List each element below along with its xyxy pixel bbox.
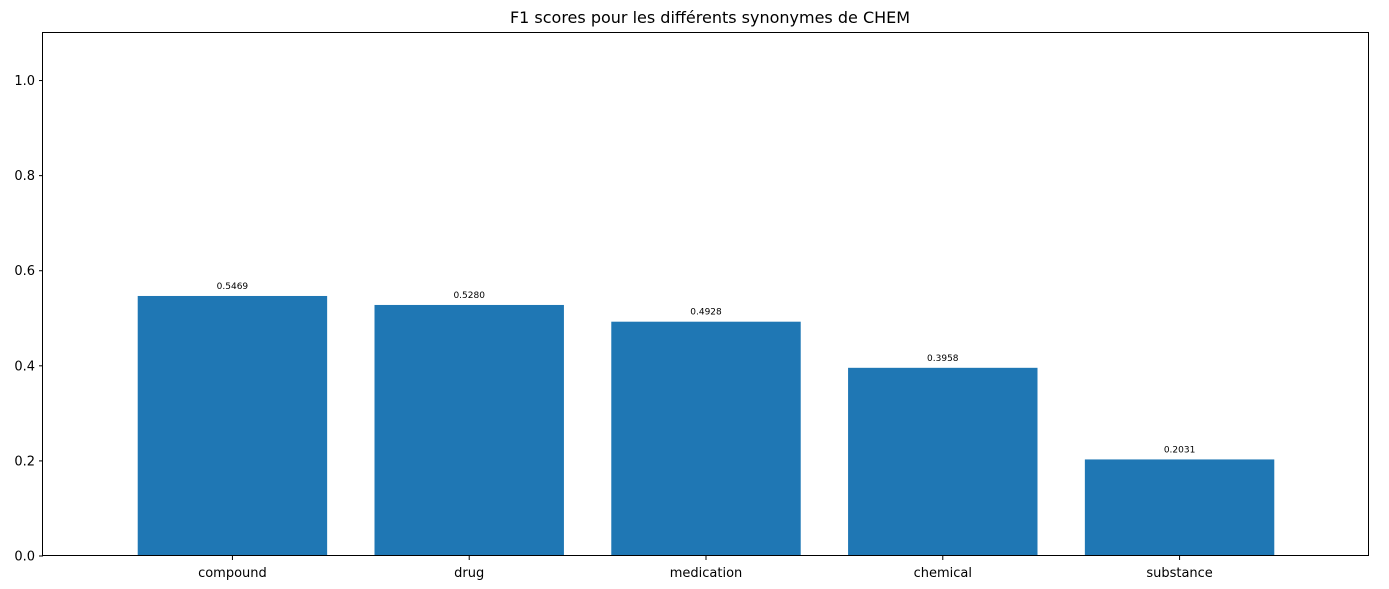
bar-drug [374,304,564,556]
bar-chemical [848,367,1038,556]
bars-group [137,295,1275,556]
x-tick-label: substance [1146,566,1213,581]
y-tick-label: 0.4 [14,359,35,374]
plot-frame [42,32,1369,556]
y-tick-label: 0.6 [14,264,35,279]
chart-title: F1 scores pour les différents synonymes … [510,8,910,27]
data-labels-group: 0.5469 0.5280 0.4928 0.3958 0.2031 [217,282,1196,455]
x-tick-label: medication [670,566,743,581]
bar-value-label: 0.5469 [217,282,249,292]
bar-value-label: 0.3958 [927,354,959,364]
bar-value-label: 0.4928 [690,308,722,318]
bar-value-label: 0.2031 [1164,445,1196,455]
bar-compound [137,295,328,556]
bar-value-label: 0.5280 [453,291,485,301]
y-tick-label: 0.8 [14,169,35,184]
bar-medication [611,321,801,556]
y-tick-label: 0.2 [14,454,35,469]
x-tick-label: drug [454,566,484,581]
x-tick-label: compound [198,566,267,581]
y-axis: 0.0 0.2 0.4 0.6 0.8 1.0 [14,74,43,565]
y-tick-label: 1.0 [14,74,35,89]
x-tick-label: chemical [914,566,972,581]
bar-substance [1084,459,1275,556]
y-tick-label: 0.0 [14,550,35,565]
x-axis: compound drug medication chemical substance [198,556,1213,581]
